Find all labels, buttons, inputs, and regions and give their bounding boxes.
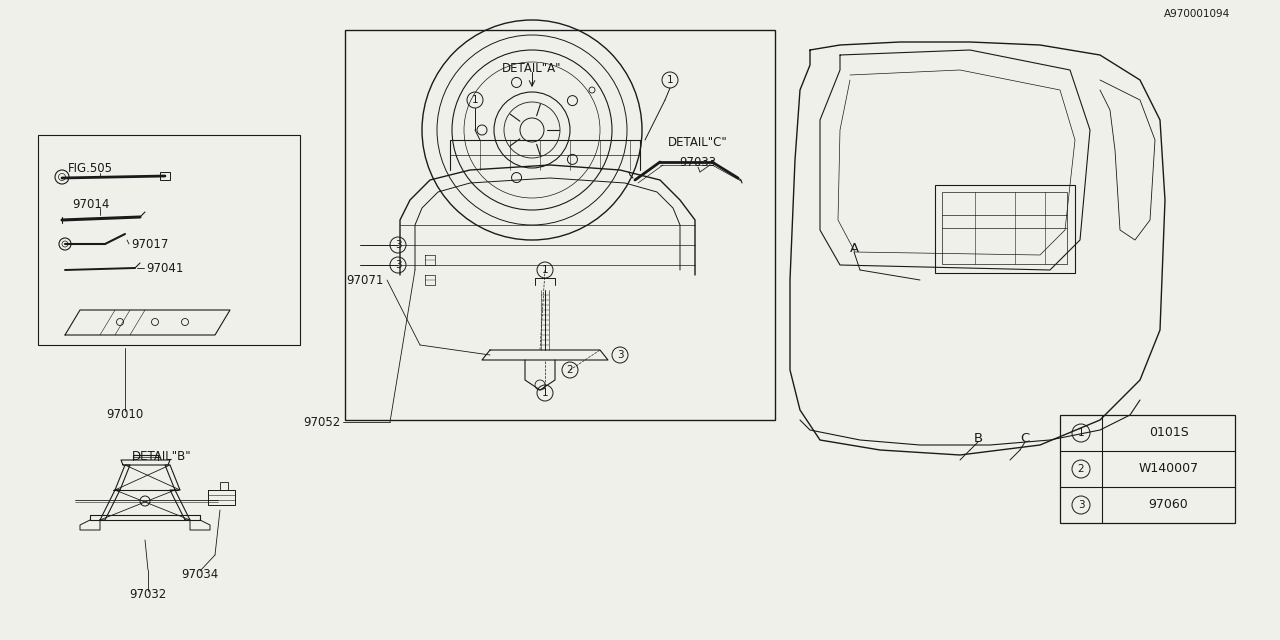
Text: B: B (973, 431, 983, 445)
Text: 97034: 97034 (182, 568, 219, 582)
Text: 2: 2 (567, 365, 573, 375)
Text: 1: 1 (472, 95, 479, 105)
Bar (160, 172, 170, 180)
Text: 97010: 97010 (106, 408, 143, 422)
Text: 97052: 97052 (303, 415, 340, 429)
Text: DETAIL"B": DETAIL"B" (132, 449, 192, 463)
Text: DETAIL"C": DETAIL"C" (668, 136, 728, 150)
Text: 0101S: 0101S (1148, 426, 1188, 440)
Text: 2: 2 (1078, 464, 1084, 474)
Text: 97033: 97033 (680, 157, 717, 170)
Text: A: A (850, 241, 859, 255)
Text: 1: 1 (667, 75, 673, 85)
Bar (346, 30, 774, 420)
Bar (942, 192, 1068, 264)
Text: W140007: W140007 (1138, 463, 1198, 476)
Text: 3: 3 (394, 260, 402, 270)
Text: C: C (1020, 431, 1029, 445)
Bar (1060, 415, 1235, 523)
Text: 1: 1 (1078, 428, 1084, 438)
Text: 3: 3 (394, 240, 402, 250)
Text: 97071: 97071 (347, 273, 384, 287)
Text: 3: 3 (617, 350, 623, 360)
Text: 1: 1 (541, 265, 548, 275)
Bar (934, 185, 1075, 273)
Text: 97041: 97041 (146, 262, 183, 275)
Text: 97032: 97032 (129, 589, 166, 602)
Bar (38, 135, 300, 345)
Text: 97060: 97060 (1148, 499, 1188, 511)
Text: 97014: 97014 (72, 198, 109, 211)
Text: DETAIL"A": DETAIL"A" (502, 61, 562, 74)
Text: 97017: 97017 (131, 237, 169, 250)
Text: FIG.505: FIG.505 (68, 161, 113, 175)
Text: A970001094: A970001094 (1164, 9, 1230, 19)
Text: 1: 1 (541, 388, 548, 398)
Text: 3: 3 (1078, 500, 1084, 510)
